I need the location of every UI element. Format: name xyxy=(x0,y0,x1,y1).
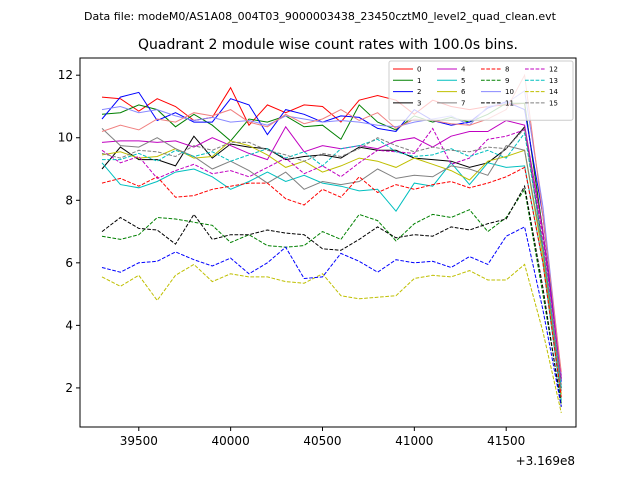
series-line-14 xyxy=(101,263,562,414)
legend-label-8: 8 xyxy=(505,66,509,74)
y-tick-label: 10 xyxy=(58,131,73,145)
x-tick-label: 41000 xyxy=(395,434,433,448)
legend-label-12: 12 xyxy=(549,66,558,74)
legend-label-0: 0 xyxy=(417,66,421,74)
x-offset-label: +3.169e8 xyxy=(516,454,575,468)
legend-label-11: 11 xyxy=(505,99,514,107)
chart-title: Quadrant 2 module wise count rates with … xyxy=(138,37,518,53)
legend-label-4: 4 xyxy=(461,66,466,74)
chart-suptitle: Data file: modeM0/AS1A08_004T03_90000034… xyxy=(84,10,557,23)
y-tick-label: 12 xyxy=(58,68,73,82)
series-line-13 xyxy=(102,131,562,388)
y-axis: 2 4 6 8 10 12 xyxy=(58,68,80,395)
series-layer xyxy=(101,73,562,414)
legend-label-9: 9 xyxy=(505,77,509,85)
series-line-4 xyxy=(101,119,562,379)
series-line-15 xyxy=(101,127,562,385)
legend-label-1: 1 xyxy=(417,77,421,85)
series-line-7 xyxy=(101,128,562,392)
x-tick-label: 40500 xyxy=(303,434,341,448)
legend-label-3: 3 xyxy=(417,99,421,107)
series-line-3 xyxy=(101,125,562,388)
y-tick-label: 6 xyxy=(65,256,73,270)
y-tick-label: 8 xyxy=(65,193,73,207)
legend-label-6: 6 xyxy=(461,88,466,96)
series-line-11 xyxy=(101,184,562,407)
legend-label-5: 5 xyxy=(461,77,465,85)
plot-frame xyxy=(79,57,577,428)
legend-label-13: 13 xyxy=(549,77,558,85)
legend-label-14: 14 xyxy=(549,88,558,96)
legend-label-7: 7 xyxy=(461,99,465,107)
legend-label-15: 15 xyxy=(549,99,558,107)
series-line-8 xyxy=(101,166,562,398)
legend-box xyxy=(388,60,574,121)
y-tick-label: 2 xyxy=(65,381,73,395)
x-tick-label: 41500 xyxy=(487,434,525,448)
x-axis: 39500 40000 40500 41000 41500 xyxy=(120,427,525,448)
series-line-unlabeled-16 xyxy=(101,226,562,407)
y-tick-label: 4 xyxy=(65,318,73,332)
series-line-5 xyxy=(101,162,562,401)
series-line-9 xyxy=(101,187,562,404)
legend-label-2: 2 xyxy=(417,88,421,96)
series-line-12 xyxy=(101,127,562,379)
legend-label-10: 10 xyxy=(505,88,514,96)
x-tick-label: 39500 xyxy=(120,434,158,448)
x-tick-label: 40000 xyxy=(212,434,250,448)
